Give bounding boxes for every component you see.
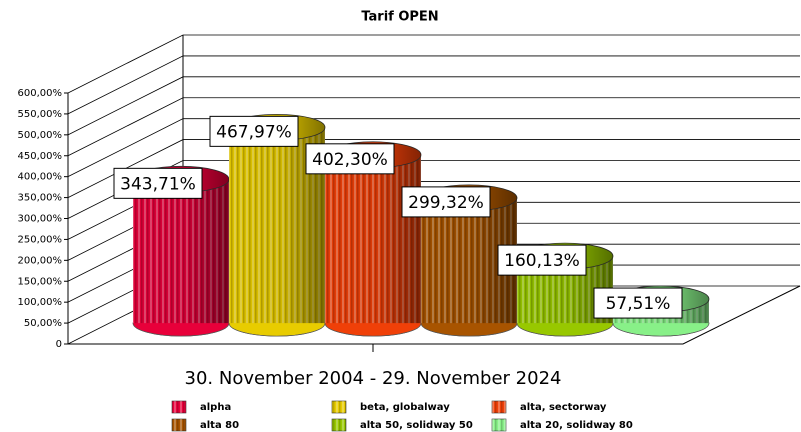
legend-label: alta 50, solidway 50 <box>360 420 473 431</box>
y-tick-label: 250,00% <box>18 234 63 245</box>
grid-line <box>67 34 800 94</box>
cylinder-bottom-front <box>612 323 710 337</box>
legend-swatch-stripes <box>172 401 186 413</box>
cylinder-bottom-front <box>132 323 230 337</box>
x-axis-label: 30. November 2004 - 29. November 2024 <box>185 368 562 389</box>
cylinder-bottom-front <box>324 323 422 337</box>
legend-swatch-stripes <box>332 401 346 413</box>
y-tick-label: 50,00% <box>24 318 62 329</box>
value-label: 402,30% <box>312 150 388 170</box>
legend-label: alpha <box>200 402 231 413</box>
value-label: 160,13% <box>504 251 580 271</box>
bar-shade <box>133 179 229 324</box>
cylinder-bottom-front <box>420 323 518 337</box>
chart-title: Tarif OPEN <box>361 10 438 25</box>
y-tick-label: 600,00% <box>18 88 63 99</box>
grid-line <box>67 76 800 136</box>
legend-label: alta 80 <box>200 420 239 431</box>
y-tick-label: 500,00% <box>18 130 63 141</box>
legend-swatch-stripes <box>492 401 506 413</box>
value-label: 299,32% <box>408 193 484 213</box>
y-tick-label: 100,00% <box>18 297 63 308</box>
bar-shade <box>325 154 421 324</box>
grid-line <box>67 55 800 115</box>
value-label-box <box>209 115 299 147</box>
value-label-box <box>113 167 203 199</box>
cylinder-bottom-front <box>228 323 326 337</box>
y-tick-label: 350,00% <box>18 193 63 204</box>
legend-label: alta, sectorway <box>520 402 607 413</box>
floor <box>68 285 801 345</box>
cylinder-bottom-front <box>516 323 614 337</box>
legend-label: alta 20, solidway 80 <box>520 420 633 431</box>
y-tick-label: 550,00% <box>18 109 63 120</box>
value-label-box <box>305 143 395 175</box>
legend-swatch-stripes <box>492 419 506 431</box>
legend-swatch-stripes <box>172 419 186 431</box>
value-label-box <box>401 186 491 218</box>
y-tick-label: 400,00% <box>18 172 63 183</box>
cylinder <box>132 165 230 337</box>
grid-line <box>67 97 800 157</box>
legend-swatch-stripes <box>332 419 346 431</box>
y-tick-label: 300,00% <box>18 214 63 225</box>
legend-label: beta, globalway <box>360 402 450 413</box>
value-label: 57,51% <box>606 294 671 314</box>
y-tick-label: 450,00% <box>18 151 63 162</box>
value-label: 343,71% <box>120 174 196 194</box>
y-tick-label: 200,00% <box>18 255 63 266</box>
y-tick-label: 0 <box>56 339 62 350</box>
value-label-box <box>497 244 587 276</box>
y-tick-label: 150,00% <box>18 276 63 287</box>
value-label: 467,97% <box>216 122 292 142</box>
value-label-box <box>593 287 683 319</box>
